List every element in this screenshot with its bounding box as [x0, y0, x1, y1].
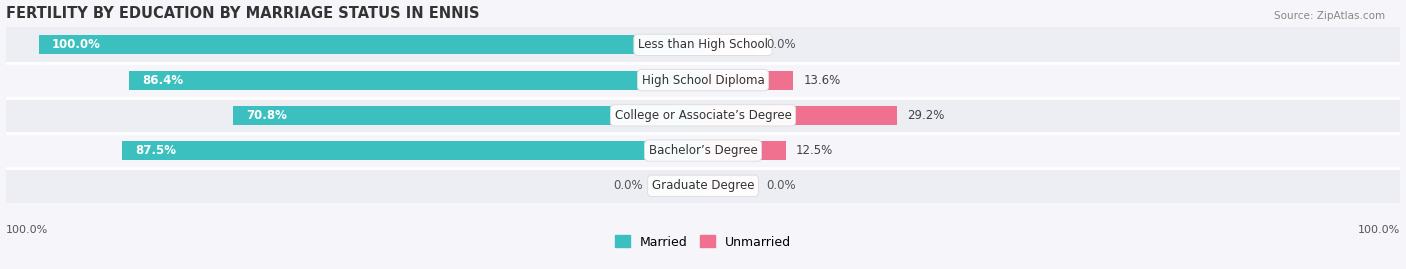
Legend: Married, Unmarried: Married, Unmarried	[610, 230, 796, 253]
Bar	[703, 176, 756, 195]
Bar	[6, 62, 1400, 98]
Bar	[129, 70, 703, 90]
Bar	[39, 36, 703, 54]
Text: 86.4%: 86.4%	[142, 74, 184, 87]
Bar	[703, 70, 793, 90]
Text: 0.0%: 0.0%	[766, 38, 796, 51]
Bar	[6, 98, 1400, 133]
Text: 13.6%: 13.6%	[803, 74, 841, 87]
Text: 0.0%: 0.0%	[613, 179, 643, 192]
Text: Bachelor’s Degree: Bachelor’s Degree	[648, 144, 758, 157]
Text: 70.8%: 70.8%	[246, 109, 287, 122]
Bar	[6, 27, 1400, 62]
Text: Graduate Degree: Graduate Degree	[652, 179, 754, 192]
Text: 12.5%: 12.5%	[796, 144, 834, 157]
Bar	[703, 141, 786, 160]
Bar	[6, 133, 1400, 168]
Bar	[6, 168, 1400, 203]
Text: Source: ZipAtlas.com: Source: ZipAtlas.com	[1274, 11, 1385, 21]
Text: 100.0%: 100.0%	[6, 225, 48, 235]
Text: 100.0%: 100.0%	[1358, 225, 1400, 235]
Text: High School Diploma: High School Diploma	[641, 74, 765, 87]
Bar	[233, 106, 703, 125]
Text: 100.0%: 100.0%	[52, 38, 101, 51]
Text: 29.2%: 29.2%	[907, 109, 945, 122]
Text: FERTILITY BY EDUCATION BY MARRIAGE STATUS IN ENNIS: FERTILITY BY EDUCATION BY MARRIAGE STATU…	[6, 6, 479, 20]
Text: 0.0%: 0.0%	[766, 179, 796, 192]
Text: College or Associate’s Degree: College or Associate’s Degree	[614, 109, 792, 122]
Bar	[650, 176, 703, 195]
Bar	[703, 36, 756, 54]
Bar	[703, 106, 897, 125]
Text: 87.5%: 87.5%	[135, 144, 176, 157]
Text: Less than High School: Less than High School	[638, 38, 768, 51]
Bar	[122, 141, 703, 160]
